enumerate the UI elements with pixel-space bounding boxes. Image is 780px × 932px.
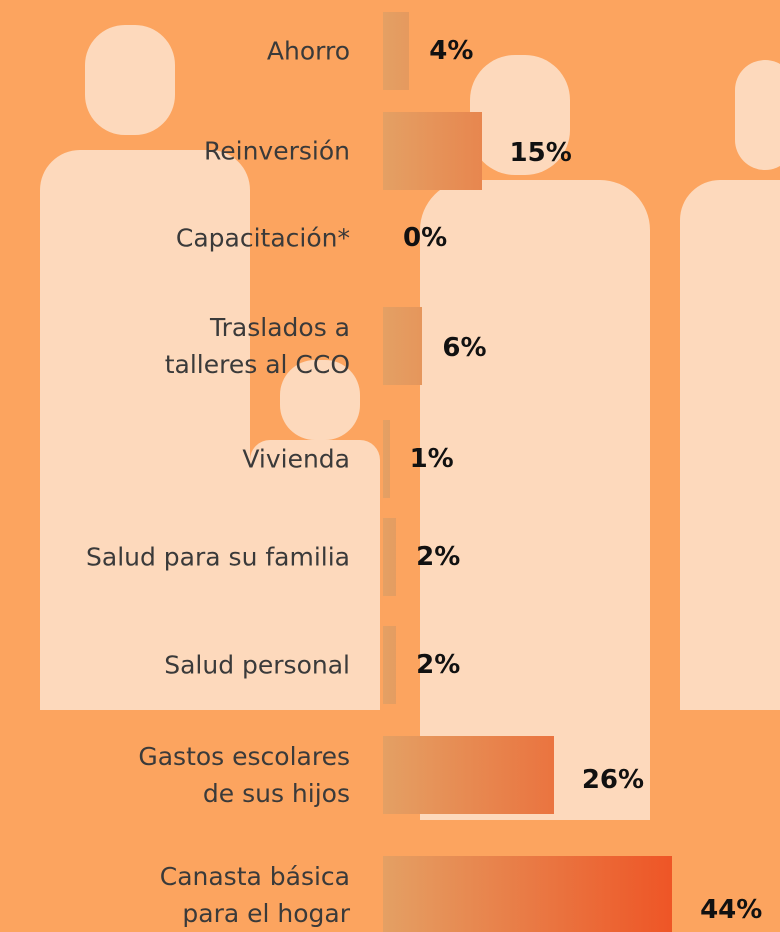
value-label: 26%: [582, 765, 644, 795]
value-label: 0%: [403, 223, 447, 253]
category-label: Traslados a talleres al CCO: [165, 309, 350, 383]
value-label: 4%: [429, 36, 473, 66]
category-label: Ahorro: [267, 33, 350, 70]
value-label: 15%: [510, 138, 572, 168]
bar: [383, 518, 396, 596]
bar: [383, 420, 390, 498]
category-label: Canasta básica para el hogar: [160, 858, 350, 932]
bar: [383, 626, 396, 704]
bar: [383, 12, 409, 90]
category-label: Salud personal: [164, 647, 350, 684]
silhouette: [420, 180, 650, 820]
silhouette: [680, 180, 780, 710]
silhouette: [85, 25, 175, 135]
value-label: 2%: [416, 650, 460, 680]
bar: [383, 736, 554, 814]
value-label: 6%: [442, 333, 486, 363]
category-label: Vivienda: [242, 441, 350, 478]
category-label: Capacitación*: [176, 220, 350, 257]
infographic: Ahorro 4% Reinversión 15% Capacitación* 0% Tra…: [0, 0, 780, 932]
category-label: Reinversión: [204, 133, 350, 170]
category-label: Salud para su familia: [86, 539, 350, 576]
value-label: 2%: [416, 542, 460, 572]
bar: [383, 856, 672, 932]
bar: [383, 112, 482, 190]
value-label: 1%: [410, 444, 454, 474]
silhouette: [735, 60, 780, 170]
category-label: Gastos escolares de sus hijos: [138, 738, 350, 812]
value-label: 44%: [700, 895, 762, 925]
bar: [383, 307, 422, 385]
